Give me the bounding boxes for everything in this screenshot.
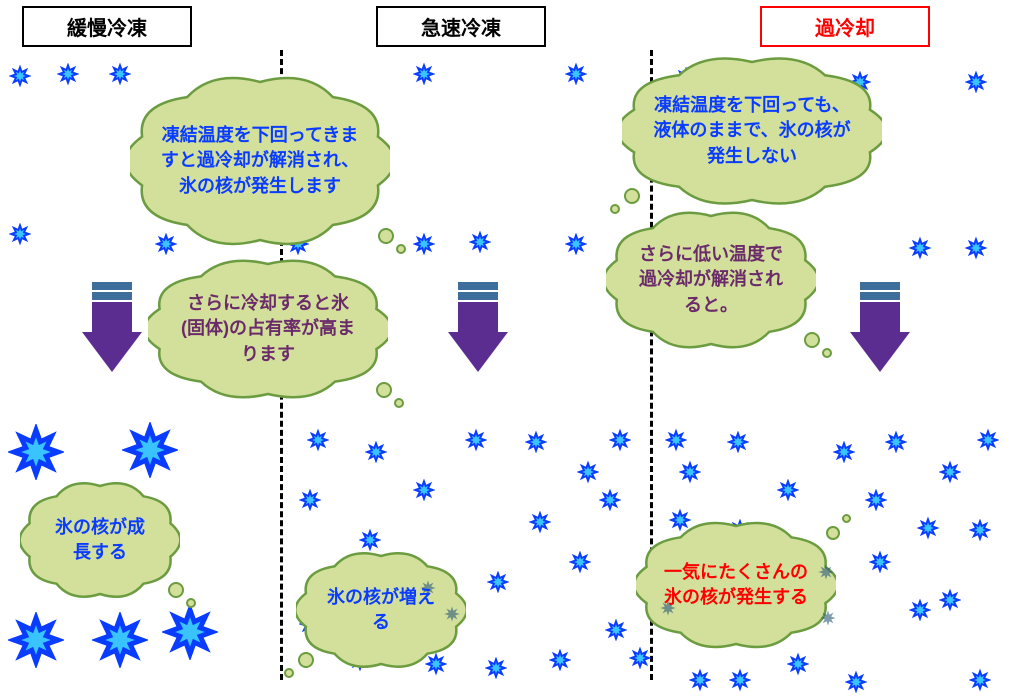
header-fast-label: 急速冷凍 [421, 18, 501, 40]
ice-star-icon [365, 441, 387, 463]
thought-cloud-c2: 凍結温度を下回っても、液体のままで、氷の核が発生しない [622, 56, 882, 206]
header-fast: 急速冷凍 [376, 6, 546, 47]
cloud-tail-bubble [396, 244, 406, 254]
ice-star-icon [777, 479, 799, 501]
cloud-tail-bubble [284, 668, 294, 678]
cloud-tail-bubble [804, 332, 820, 348]
ice-star-icon [609, 429, 631, 451]
ice-star-icon [729, 669, 751, 691]
thought-cloud-c5: 氷の核が成長する [20, 480, 180, 600]
ice-star-icon [109, 63, 131, 85]
ice-star-large-icon [92, 612, 148, 668]
ice-star-icon [469, 231, 491, 253]
ice-star-icon [549, 649, 571, 671]
ice-star-icon [787, 653, 809, 675]
header-slow-label: 緩慢冷凍 [67, 18, 147, 40]
ice-star-large-icon [8, 612, 64, 668]
ice-star-icon [569, 551, 591, 573]
ice-star-icon [917, 517, 939, 539]
ice-star-icon [629, 647, 651, 669]
cloud-tail-bubble [376, 382, 392, 398]
ice-star-icon [605, 619, 627, 641]
cloud-text-c7: 一気にたくさんの氷の核が発生する [636, 560, 836, 610]
ice-star-icon [413, 63, 435, 85]
ice-star-icon [965, 237, 987, 259]
ice-star-icon [727, 431, 749, 453]
ice-star-icon [939, 589, 961, 611]
ice-star-icon [679, 461, 701, 483]
ice-star-icon [413, 233, 435, 255]
ice-star-icon [833, 441, 855, 463]
header-super-label: 過冷却 [815, 18, 875, 40]
ice-star-icon [577, 461, 599, 483]
cloud-tail-bubble [186, 598, 196, 608]
ice-star-icon [969, 669, 991, 691]
ice-star-icon [359, 529, 381, 551]
arrow-down-icon [850, 282, 910, 372]
thought-cloud-c3: さらに冷却すると氷(固体)の占有率が高まります [148, 258, 388, 400]
ice-star-icon [869, 551, 891, 573]
ice-star-icon [977, 429, 999, 451]
thought-cloud-c4: さらに低い温度で過冷却が解消されると。 [606, 210, 816, 350]
ice-star-icon [665, 429, 687, 451]
cloud-tail-bubble [822, 348, 832, 358]
ice-star-icon [965, 71, 987, 93]
ice-star-icon [307, 429, 329, 451]
cloud-tail-bubble [624, 188, 640, 204]
ice-star-large-icon [122, 422, 178, 478]
ice-star-dark-icon [820, 610, 836, 626]
cloud-tail-bubble [168, 582, 184, 598]
cloud-text-c4: さらに低い温度で過冷却が解消されると。 [606, 242, 816, 318]
ice-star-icon [9, 65, 31, 87]
arrow-down-icon [448, 282, 508, 372]
cloud-tail-bubble [378, 228, 394, 244]
thought-cloud-c7: 一気にたくさんの氷の核が発生する [636, 520, 836, 650]
ice-star-icon [57, 63, 79, 85]
ice-star-icon [529, 511, 551, 533]
cloud-text-c3: さらに冷却すると氷(固体)の占有率が高まります [148, 291, 388, 367]
ice-star-icon [969, 519, 991, 541]
cloud-text-c1: 凍結温度を下回ってきますと過冷却が解消され、氷の核が発生します [130, 123, 390, 199]
cloud-text-c6: 氷の核が増える [296, 585, 466, 635]
arrow-down-icon [82, 282, 142, 372]
header-slow: 緩慢冷凍 [22, 6, 192, 47]
ice-star-icon [525, 431, 547, 453]
ice-star-icon [465, 429, 487, 451]
thought-cloud-c6: 氷の核が増える [296, 550, 466, 670]
ice-star-large-icon [8, 424, 64, 480]
cloud-tail-bubble [394, 398, 404, 408]
header-super: 過冷却 [760, 6, 930, 47]
ice-star-icon [909, 237, 931, 259]
ice-star-icon [299, 489, 321, 511]
ice-star-large-icon [162, 604, 218, 660]
cloud-text-c5: 氷の核が成長する [20, 515, 180, 565]
ice-star-icon [865, 489, 887, 511]
ice-star-icon [909, 599, 931, 621]
cloud-tail-bubble [298, 652, 314, 668]
ice-star-icon [565, 233, 587, 255]
ice-star-icon [485, 657, 507, 679]
cloud-tail-bubble [842, 514, 851, 523]
ice-star-icon [487, 571, 509, 593]
ice-star-icon [885, 431, 907, 453]
ice-star-icon [413, 479, 435, 501]
cloud-text-c2: 凍結温度を下回っても、液体のままで、氷の核が発生しない [622, 93, 882, 169]
thought-cloud-c1: 凍結温度を下回ってきますと過冷却が解消され、氷の核が発生します [130, 76, 390, 246]
ice-star-icon [9, 223, 31, 245]
ice-star-icon [599, 489, 621, 511]
cloud-tail-bubble [826, 526, 840, 540]
ice-star-icon [689, 669, 711, 691]
ice-star-icon [565, 63, 587, 85]
ice-star-icon [845, 671, 867, 693]
ice-star-icon [939, 461, 961, 483]
